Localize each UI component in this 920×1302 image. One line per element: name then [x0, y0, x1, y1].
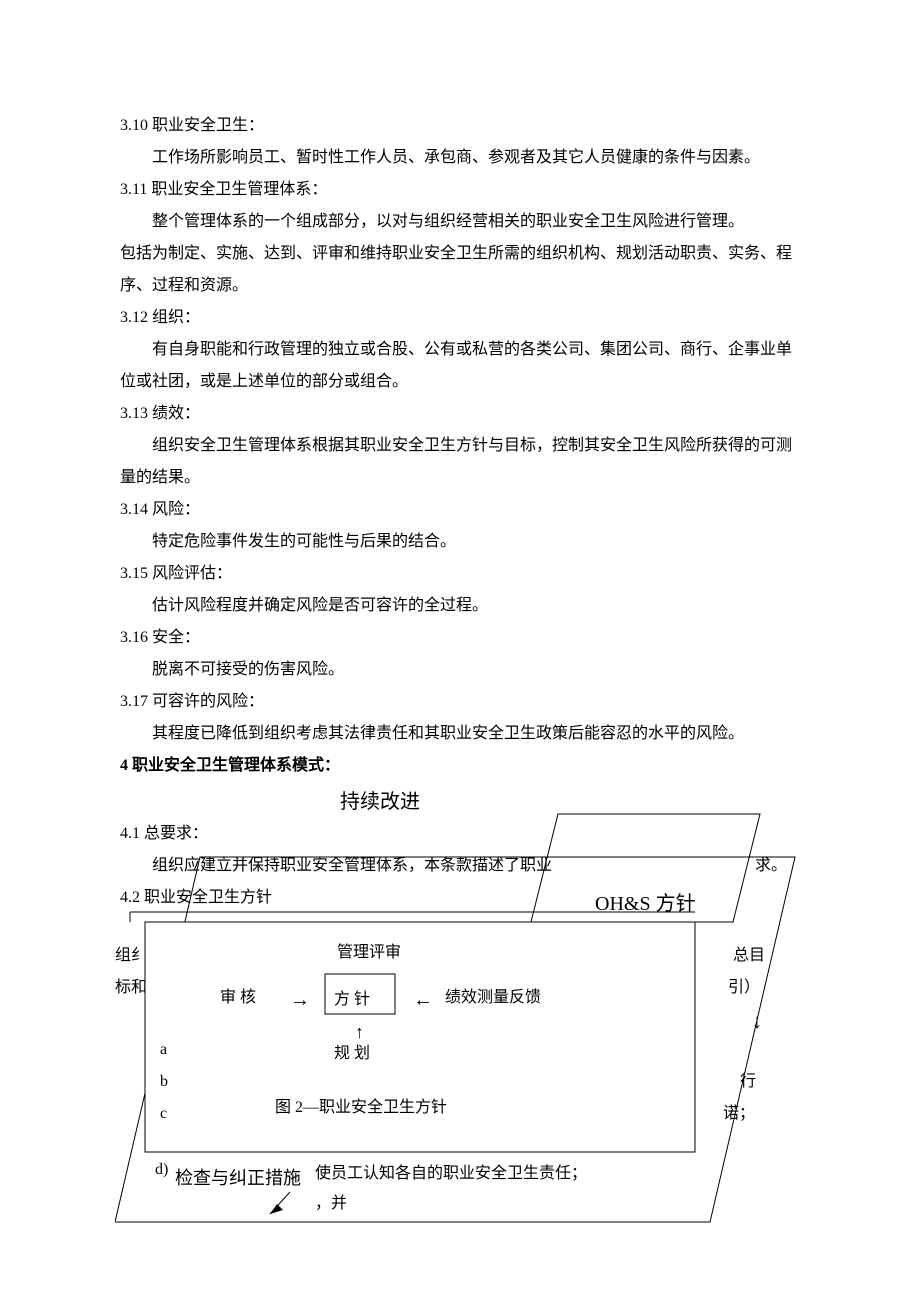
definitions-block: 3.10 职业安全卫生： 工作场所影响员工、暂时性工作人员、承包商、参观者及其它…: [120, 110, 805, 750]
label-policy-box: 方 针: [334, 984, 370, 1016]
def-3-17-head: 3.17 可容许的风险：: [120, 686, 805, 718]
def-3-13-head: 3.13 绩效：: [120, 398, 805, 430]
sub-4-1-tail: 求。: [755, 850, 787, 882]
item-a: a: [160, 1034, 167, 1066]
def-3-14-head: 3.14 风险：: [120, 494, 805, 526]
frag-jiao: 引）: [728, 972, 760, 1004]
def-3-12-head: 3.12 组织：: [120, 302, 805, 334]
def-3-10-head: 3.10 职业安全卫生：: [120, 110, 805, 142]
item-b: b: [160, 1066, 168, 1098]
arrow-left-icon: ←: [413, 980, 433, 1020]
label-check-correct: 检查与纠正措施: [175, 1160, 301, 1196]
sub-4-1-head: 4.1 总要求：: [120, 818, 208, 850]
def-3-15-body: 估计风险程度并确定风险是否可容许的全过程。: [120, 590, 805, 622]
label-mgmt-review: 管理评审: [337, 937, 401, 969]
sub-4-2-head: 4.2 职业安全卫生方针: [120, 882, 272, 914]
figure-caption: 图 2—职业安全卫生方针: [275, 1092, 447, 1124]
frag-xing: 行: [740, 1066, 756, 1098]
frag-zongmu: 总目: [733, 940, 765, 972]
document-page: 3.10 职业安全卫生： 工作场所影响员工、暂时性工作人员、承包商、参观者及其它…: [0, 0, 920, 1282]
diagram-area: 持续改进 4.1 总要求： 组织应建立并保持职业安全管理体系，本条款描述了职业 …: [115, 782, 800, 1242]
arrow-down-icon: ↓: [752, 1002, 762, 1042]
label-ohs-policy: OH&S 方针: [595, 884, 696, 924]
frag-org-left: 组纟: [115, 940, 147, 972]
frag-tail-e: ，并: [315, 1188, 347, 1220]
def-3-12-body: 有自身职能和行政管理的独立或合股、公有或私营的各类公司、集团公司、商行、企事业单…: [120, 334, 805, 398]
label-feedback: 绩效测量反馈: [445, 982, 541, 1014]
def-3-11-head: 3.11 职业安全卫生管理体系：: [120, 174, 805, 206]
def-3-15-head: 3.15 风险评估：: [120, 558, 805, 590]
label-continuous-improvement: 持续改进: [340, 782, 420, 822]
item-d: d): [155, 1154, 168, 1186]
section-4-title: 4 职业安全卫生管理体系模式：: [120, 750, 805, 782]
def-3-11-body-1: 整个管理体系的一个组成部分，以对与组织经营相关的职业安全卫生风险进行管理。: [120, 206, 805, 238]
item-c: c: [160, 1098, 167, 1130]
def-3-13-body: 组织安全卫生管理体系根据其职业安全卫生方针与目标，控制其安全卫生风险所获得的可测…: [120, 430, 805, 494]
def-3-16-head: 3.16 安全：: [120, 622, 805, 654]
frag-nuo: 诺；: [723, 1098, 755, 1130]
def-3-14-body: 特定危险事件发生的可能性与后果的结合。: [120, 526, 805, 558]
arrow-right-icon: →: [290, 980, 310, 1020]
label-planning: 规 划: [334, 1038, 370, 1070]
sub-4-1-body: 组织应建立并保持职业安全管理体系，本条款描述了职业: [152, 850, 552, 882]
def-3-17-body: 其程度已降低到组织考虑其法律责任和其职业安全卫生政策后能容忍的水平的风险。: [120, 718, 805, 750]
label-audit: 审 核: [220, 982, 256, 1014]
def-3-11-body-2: 包括为制定、实施、达到、评审和维持职业安全卫生所需的组织机构、规划活动职责、实务…: [120, 238, 805, 302]
frag-biaohe: 标和: [115, 972, 147, 1004]
def-3-10-body: 工作场所影响员工、暂时性工作人员、承包商、参观者及其它人员健康的条件与因素。: [120, 142, 805, 174]
frag-tail-d: 使员工认知各自的职业安全卫生责任；: [315, 1158, 587, 1190]
def-3-16-body: 脱离不可接受的伤害风险。: [120, 654, 805, 686]
